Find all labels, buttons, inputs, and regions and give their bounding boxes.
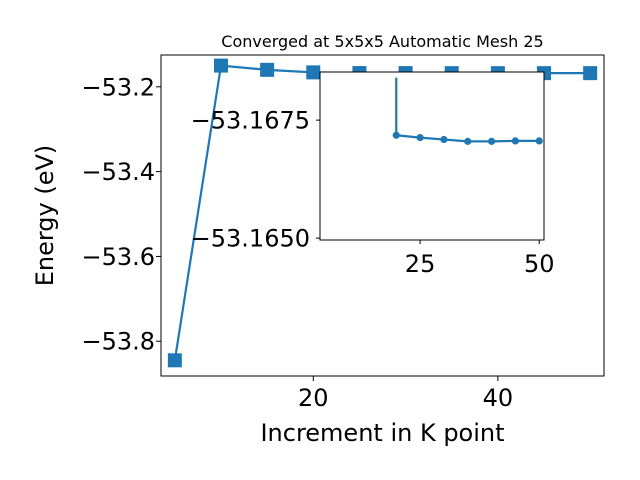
inset-y-tick-label: −53.1675: [191, 107, 310, 135]
main-y-tick-label: −53.6: [81, 243, 155, 271]
main-y-tick-label: −53.4: [81, 158, 155, 186]
inset-y-tick-label: −53.1650: [191, 225, 310, 253]
inset-chart: 25 50 −53.1675 −53.1650: [191, 71, 555, 278]
main-axes-frame: [160, 54, 605, 377]
inset-data-point: [511, 137, 520, 145]
inset-data-point: [535, 137, 543, 145]
main-data-point: [306, 65, 321, 80]
main-x-tick-label: 20: [298, 384, 329, 412]
main-data-point: [260, 62, 275, 77]
inset-data-point: [392, 131, 400, 139]
inset-data-point: [440, 135, 448, 144]
main-chart: 20 40 −53.2 −53.4 −53.6 −53.8 Converged at 5x5…: [31, 32, 605, 447]
y-axis-label: Energy (eV): [31, 145, 59, 287]
inset-series: [392, 77, 543, 145]
main-data-point: [583, 66, 598, 81]
main-y-tick-label: −53.2: [81, 73, 155, 101]
main-data-point: [213, 58, 228, 73]
inset-x-tick-label: 25: [405, 250, 436, 278]
x-axis-label: Increment in K point: [260, 419, 504, 447]
main-y-tick-label: −53.8: [81, 328, 155, 356]
chart-title: Converged at 5x5x5 Automatic Mesh 25: [221, 32, 543, 51]
inset-background: [319, 71, 545, 241]
inset-data-point: [487, 137, 496, 145]
main-x-tick-label: 40: [483, 384, 514, 412]
main-data-point: [167, 353, 182, 368]
inset-data-point: [464, 137, 472, 145]
inset-series-line: [395, 77, 540, 143]
inset-axes-frame: [319, 71, 545, 241]
inset-x-tick-label: 50: [524, 250, 555, 278]
inset-data-point: [416, 133, 424, 142]
